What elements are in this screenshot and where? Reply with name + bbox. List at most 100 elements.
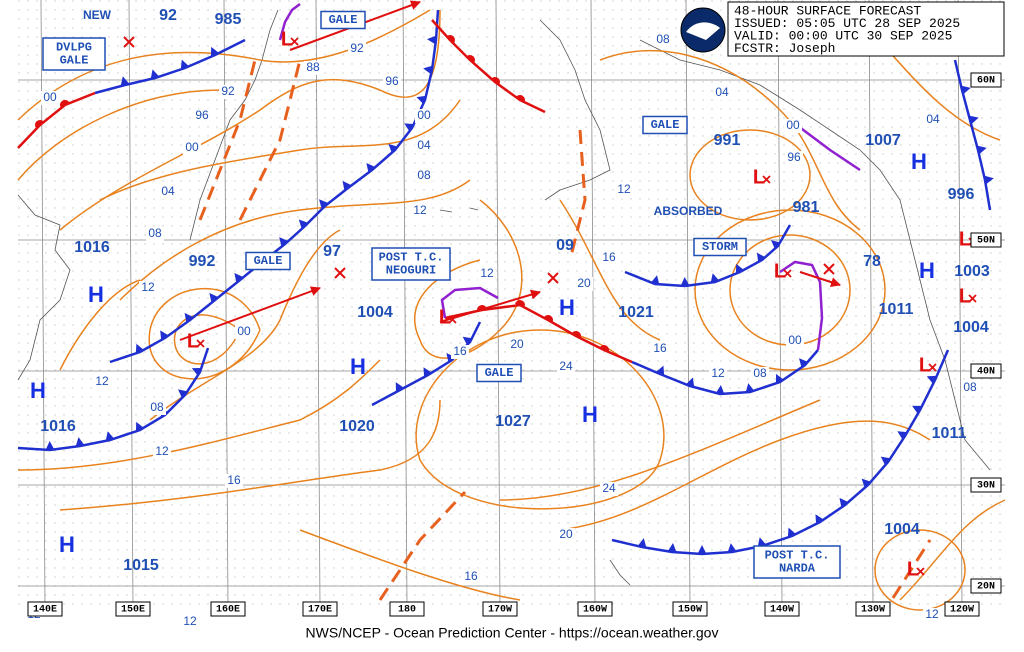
isobar-label: 16 [464, 569, 478, 583]
motion-arrow [799, 271, 841, 287]
pressure-value: 1004 [884, 521, 920, 538]
isobar-label-bg [225, 474, 243, 488]
label-box [753, 545, 841, 579]
lon-label-box [482, 601, 518, 617]
pressure-value: 1020 [339, 418, 375, 435]
label-box [693, 237, 747, 257]
lat-label: 30N [977, 481, 995, 492]
pressure-value: 992 [189, 253, 216, 270]
pressure-value: 1016 [74, 239, 110, 256]
isobar-label: 12 [925, 607, 939, 621]
isobar-label-bg [557, 528, 575, 542]
lon-label: 180 [398, 605, 416, 616]
low-center: L [907, 558, 919, 580]
pressure-value: 981 [793, 199, 820, 216]
isobar-label: 08 [417, 168, 431, 182]
pressure-value: 78 [863, 253, 881, 270]
isobar-label-bg [415, 139, 433, 153]
isobar-label: 20 [577, 276, 591, 290]
isobar-label: 12 [141, 280, 155, 294]
isobar-label-bg [383, 75, 401, 89]
lat-label: 60N [977, 76, 995, 87]
isobar-label: 16 [602, 250, 616, 264]
isobar-label-bg [924, 113, 942, 127]
low-center: L [959, 228, 971, 250]
lat-label-box [970, 578, 1002, 594]
isobar [59, 279, 141, 371]
high-center: H [350, 354, 366, 379]
header-line: 48-HOUR SURFACE FORECAST [734, 3, 921, 18]
lon-label-box [577, 601, 613, 617]
pressure-value: 1011 [932, 425, 967, 442]
header-box [727, 1, 1005, 57]
pressure-value: 97 [323, 243, 341, 260]
isobar-label-bg [508, 338, 526, 352]
cold-front [953, 59, 994, 211]
isobar-label: 96 [787, 150, 801, 164]
isobar-label-bg [153, 445, 171, 459]
high-center: H [30, 378, 46, 403]
low-center: L [774, 260, 786, 282]
isobar-label: 12 [183, 614, 197, 628]
lon-label: 150W [678, 605, 702, 616]
coastline [539, 19, 611, 201]
lon-label-box [210, 601, 246, 617]
isobar-label-bg [304, 61, 322, 75]
lon-label: 160E [216, 605, 240, 616]
low-center: L [753, 166, 765, 188]
lon-label-box [302, 601, 338, 617]
x-mark [823, 263, 835, 275]
isobar-label: 12 [480, 266, 494, 280]
isobar-label-bg [651, 342, 669, 356]
lat-label-box [970, 363, 1002, 379]
isobar-label: 08 [656, 32, 670, 46]
cold-front [611, 349, 950, 556]
isobar-label: 08 [148, 226, 162, 240]
low-x [290, 37, 299, 46]
isobar-label-bg [709, 367, 727, 381]
isobar-label: 12 [413, 203, 427, 217]
low-center: L [919, 354, 931, 376]
coastline [17, 194, 71, 381]
isobar [59, 399, 441, 511]
isobar-label: 96 [195, 108, 209, 122]
occluded-front [779, 260, 824, 351]
isobar-label: 24 [559, 359, 573, 373]
isobar-label-bg [654, 33, 672, 47]
isobar-label: 08 [150, 400, 164, 414]
occluded-front [278, 3, 301, 41]
isobar-label: 00 [417, 108, 431, 122]
meridian [128, 0, 134, 607]
isobar-label-bg [411, 204, 429, 218]
isobar-label: 08 [753, 366, 767, 380]
pressure-value: 1007 [865, 132, 901, 149]
lat-label-box [970, 232, 1002, 248]
lon-label-box [27, 601, 63, 617]
label-box [245, 251, 291, 271]
lon-label-box [855, 601, 891, 617]
low-center: L [187, 330, 199, 352]
lat-label: 50N [977, 236, 995, 247]
lon-label-box [764, 601, 800, 617]
lon-label: 130W [861, 605, 885, 616]
high-center: H [59, 532, 75, 557]
meridian [957, 0, 963, 607]
isobar-label: 04 [161, 184, 175, 198]
label-box [371, 247, 451, 281]
isobar-label: 20 [510, 337, 524, 351]
header-line: ISSUED: 05:05 UTC 28 SEP 2025 [734, 16, 960, 31]
pressure-value: 1004 [357, 304, 393, 321]
isobar-label: 00 [788, 333, 802, 347]
isobar-label: 16 [453, 344, 467, 358]
isobar-label-bg [961, 381, 979, 395]
isobar-label: 00 [43, 90, 57, 104]
isobar-label-bg [600, 482, 618, 496]
pressure-value: 1003 [954, 263, 990, 280]
isobar-label-bg [159, 185, 177, 199]
isobar-label: 88 [306, 60, 320, 74]
trough [568, 129, 587, 261]
box-label: GALE [60, 54, 89, 68]
isobar-label-bg [235, 325, 253, 339]
